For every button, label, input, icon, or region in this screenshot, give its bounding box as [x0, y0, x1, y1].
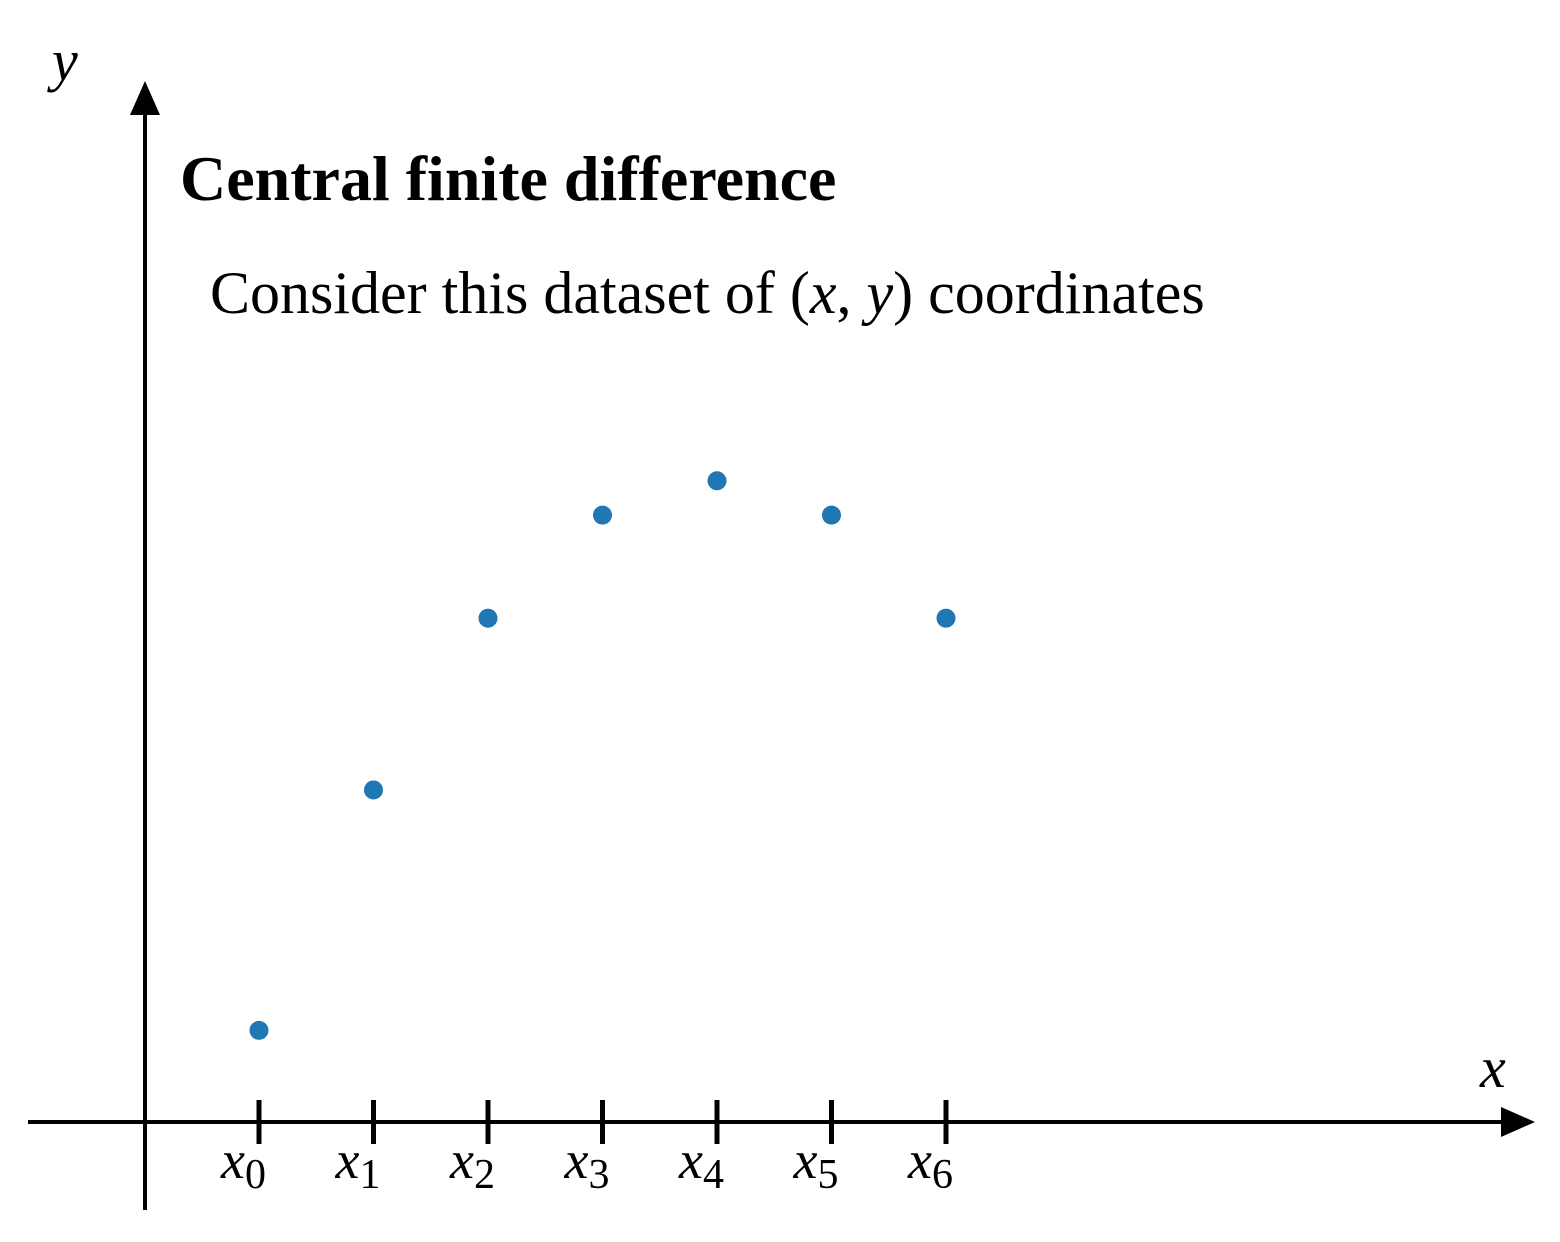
- data-point: [364, 780, 383, 800]
- x-tick-label: x1: [335, 1130, 381, 1198]
- data-points-layer: [249, 471, 956, 1040]
- subtitle-text-after: ) coordinates: [893, 260, 1205, 326]
- x-axis-arrowhead: [1501, 1107, 1535, 1137]
- subtitle-comma: ,: [837, 260, 867, 326]
- x-tick-label: x6: [907, 1130, 953, 1198]
- y-axis-arrowhead: [130, 81, 160, 115]
- x-tick-label: x5: [793, 1130, 839, 1198]
- subtitle-var-y: y: [861, 260, 894, 326]
- data-point: [822, 505, 841, 525]
- y-axis-label: y: [47, 28, 78, 93]
- x-tick-label: x2: [449, 1130, 495, 1198]
- chart-subtitle: Consider this dataset of (x, y) coordina…: [210, 260, 1205, 326]
- x-tick-label: x4: [678, 1130, 724, 1198]
- x-tick-label: x3: [564, 1130, 610, 1198]
- data-point: [707, 471, 727, 491]
- data-point: [478, 608, 498, 628]
- data-point: [593, 505, 612, 525]
- x-ticks-layer: x0 x1 x2 x3 x4 x5 x6: [220, 1100, 953, 1198]
- subtitle-text-before: Consider this dataset of (: [210, 260, 810, 326]
- chart-title: Central finite difference: [180, 143, 836, 214]
- data-point: [936, 608, 956, 628]
- x-tick-label: x0: [220, 1130, 266, 1198]
- x-axis-label: x: [1479, 1035, 1506, 1100]
- axes-layer: [28, 81, 1535, 1210]
- data-point: [249, 1020, 269, 1040]
- subtitle-var-x: x: [809, 260, 837, 326]
